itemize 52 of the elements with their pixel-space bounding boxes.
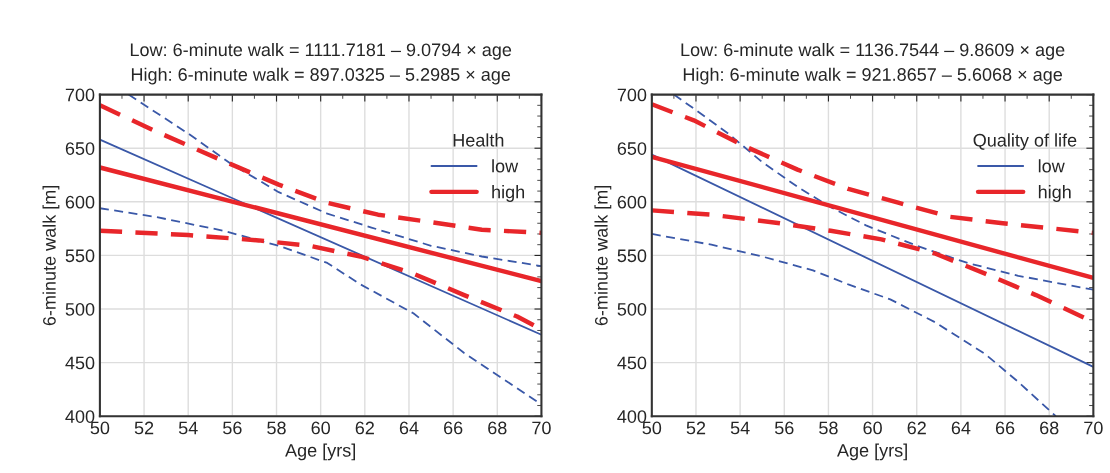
x-tick-label: 64 (951, 421, 971, 435)
y-axis-title: 6-minute walk [m] (594, 185, 612, 326)
y-tick-label: 400 (65, 410, 95, 423)
x-tick-label: 52 (134, 421, 154, 435)
line-series (99, 103, 542, 236)
y-tick-label: 700 (65, 88, 95, 102)
x-axis-title: Age [yrs] (837, 443, 907, 461)
x-tick-label: 50 (90, 421, 110, 435)
legend-label: low (492, 159, 519, 173)
x-tick-label: 62 (355, 421, 374, 435)
x-tick-label: 66 (995, 421, 1015, 435)
legend-label: high (492, 185, 525, 202)
y-tick-label: 500 (617, 302, 647, 316)
x-tick-label: 68 (488, 421, 507, 435)
y-tick-label: 550 (617, 249, 647, 263)
x-tick-label: 64 (399, 421, 419, 435)
x-tick-label: 52 (686, 421, 706, 435)
line-series (651, 233, 1057, 417)
x-tick-label: 56 (223, 421, 242, 435)
x-tick-label: 58 (267, 421, 286, 435)
y-tick-label: 450 (65, 356, 95, 370)
chart-title: Low: 6-minute walk = 1136.7544 – 9.8609 × age High: 6-minute walk = 921.8657 – 5.6068 × age (681, 42, 1065, 85)
y-tick-label: 650 (65, 142, 95, 155)
x-tick-label: 60 (863, 421, 882, 435)
x-tick-label: 56 (774, 421, 794, 435)
legend-title: Quality of life (973, 133, 1077, 151)
y-axis-title: 6-minute walk [m] (42, 185, 60, 326)
x-tick-label: 68 (1040, 421, 1059, 435)
x-tick-label: 70 (532, 421, 551, 435)
x-tick-label: 60 (311, 421, 330, 435)
x-tick-label: 50 (642, 421, 662, 435)
y-tick-label: 450 (617, 356, 647, 370)
line-series (672, 94, 1094, 291)
chart-title: Low: 6-minute walk = 1111.7181 – 9.0794 × age High: 6-minute walk = 897.0325 – 5.2985 × age (130, 42, 512, 85)
legend-label: high (1038, 185, 1071, 202)
y-tick-label: 700 (617, 88, 647, 102)
legend-label: low (1038, 159, 1065, 173)
x-axis-title: Age [yrs] (285, 443, 355, 461)
x-tick-label: 58 (819, 421, 838, 435)
x-tick-label: 54 (178, 421, 198, 435)
y-tick-label: 650 (617, 142, 647, 155)
legend-title: Health (453, 133, 504, 147)
y-tick-label: 400 (617, 410, 647, 423)
x-tick-label: 62 (907, 421, 926, 435)
x-tick-label: 66 (444, 421, 463, 435)
y-tick-label: 600 (617, 195, 647, 209)
y-tick-label: 550 (65, 249, 95, 263)
line-series (127, 94, 542, 268)
y-tick-label: 500 (65, 302, 95, 316)
x-tick-label: 54 (730, 421, 750, 435)
y-tick-label: 600 (65, 195, 95, 209)
x-tick-label: 70 (1084, 421, 1103, 435)
